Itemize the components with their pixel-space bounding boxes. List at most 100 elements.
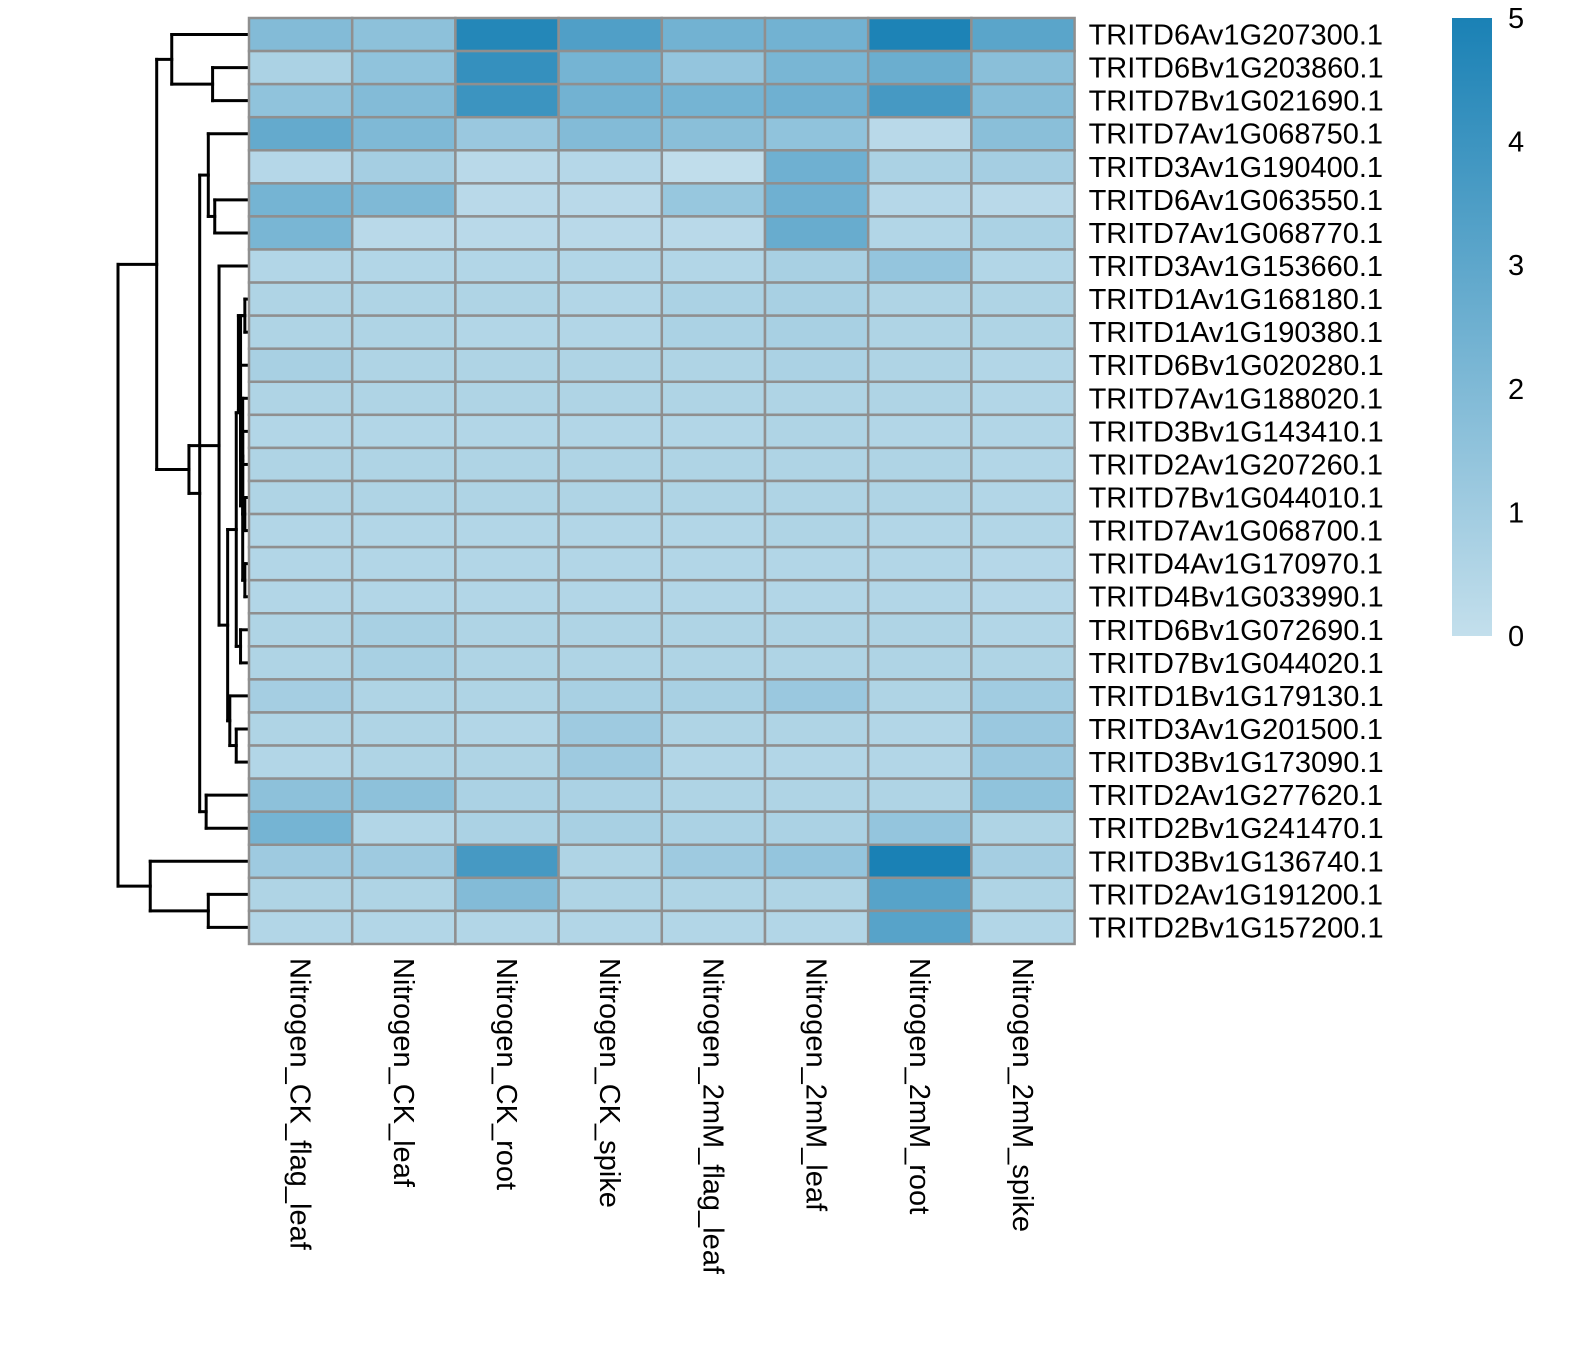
heatmap-cell <box>454 777 560 813</box>
row-label: TRITD3Av1G190400.1 <box>1089 152 1383 184</box>
heatmap-cell <box>350 380 457 417</box>
heatmap-cell <box>247 843 354 880</box>
heatmap-cell <box>660 711 767 747</box>
row-label: TRITD2Av1G191200.1 <box>1089 879 1383 911</box>
heatmap-cell <box>660 281 767 317</box>
heatmap-cell <box>247 314 354 350</box>
heatmap-cell <box>763 380 870 417</box>
heatmap-cell <box>454 843 560 880</box>
row-label: TRITD2Av1G207260.1 <box>1089 449 1383 481</box>
heatmap-cell <box>763 82 870 119</box>
heatmap-cell <box>454 876 560 913</box>
heatmap-cell <box>866 545 973 582</box>
heatmap-cell <box>350 876 457 913</box>
heatmap-cell <box>454 744 560 780</box>
heatmap-cell <box>247 678 354 714</box>
legend-tick-label: 3 <box>1508 250 1524 282</box>
heatmap-cell <box>454 82 560 119</box>
heatmap-cell <box>454 711 560 747</box>
heatmap-cell <box>866 612 973 648</box>
heatmap-cell <box>454 512 560 549</box>
column-label: Nitrogen_2mM_root <box>903 958 935 1214</box>
column-label: Nitrogen_CK_spike <box>593 958 625 1208</box>
heatmap-cell <box>350 413 457 450</box>
heatmap-cell <box>454 16 560 53</box>
heatmap-cell <box>350 578 457 615</box>
heatmap-cell <box>660 49 767 86</box>
heatmap-cell <box>557 248 664 284</box>
heatmap-cell <box>660 578 767 615</box>
heatmap-cell <box>866 578 973 615</box>
column-label: Nitrogen_2mM_flag_leaf <box>696 958 728 1275</box>
heatmap-cell <box>763 578 870 615</box>
heatmap-cell <box>660 512 767 549</box>
heatmap-cell <box>866 711 973 747</box>
heatmap-cell <box>247 115 354 152</box>
heatmap-cell <box>763 876 870 913</box>
heatmap-cell <box>970 281 1076 317</box>
heatmap-cell <box>454 115 560 152</box>
legend-tick-label: 2 <box>1508 374 1524 406</box>
heatmap-cell <box>660 347 767 384</box>
heatmap-cell <box>247 16 354 53</box>
heatmap-cell <box>970 380 1076 417</box>
heatmap-cells <box>247 16 1076 946</box>
heatmap-cell <box>763 49 870 86</box>
heatmap-cell <box>454 149 560 185</box>
row-label: TRITD6Av1G063550.1 <box>1089 185 1383 217</box>
heatmap-cell <box>350 545 457 582</box>
heatmap-cell <box>557 843 664 880</box>
column-labels: Nitrogen_CK_flag_leaf Nitrogen_CK_leaf Nit… <box>284 958 1038 1275</box>
heatmap-cell <box>866 314 973 350</box>
heatmap-cell <box>866 479 973 516</box>
heatmap-cell <box>454 909 560 946</box>
heatmap-cell <box>247 479 354 516</box>
heatmap-cell <box>247 876 354 913</box>
row-label: TRITD6Av1G207300.1 <box>1089 20 1383 52</box>
heatmap-cell <box>454 479 560 516</box>
heatmap-cell <box>660 545 767 582</box>
heatmap-cell <box>350 16 457 53</box>
heatmap-cell <box>247 82 354 119</box>
heatmap-cell <box>350 446 457 483</box>
heatmap-cell <box>557 115 664 152</box>
heatmap-cell <box>454 248 560 284</box>
heatmap-cell <box>866 215 973 251</box>
heatmap-cell <box>763 347 870 384</box>
heatmap-cell <box>660 380 767 417</box>
row-label: TRITD7Av1G068700.1 <box>1089 516 1383 548</box>
heatmap-cell <box>763 281 870 317</box>
heatmap-cell <box>247 215 354 251</box>
heatmap-cell <box>247 645 354 681</box>
column-label: Nitrogen_2mM_spike <box>1006 958 1038 1232</box>
row-label: TRITD7Av1G068770.1 <box>1089 218 1383 250</box>
heatmap-cell <box>970 182 1076 218</box>
heatmap-cell <box>970 678 1076 714</box>
heatmap-cell <box>557 347 664 384</box>
heatmap-cell <box>866 777 973 813</box>
heatmap-cell <box>454 612 560 648</box>
heatmap-cell <box>660 843 767 880</box>
heatmap-cell <box>247 347 354 384</box>
heatmap-cell <box>557 876 664 913</box>
row-label: TRITD2Bv1G157200.1 <box>1089 912 1384 944</box>
row-label: TRITD2Bv1G241470.1 <box>1089 813 1384 845</box>
heatmap-cell <box>557 810 664 846</box>
heatmap-cell <box>350 512 457 549</box>
heatmap-cell <box>970 744 1076 780</box>
row-label: TRITD1Bv1G179130.1 <box>1089 681 1384 713</box>
heatmap-cell <box>247 248 354 284</box>
heatmap-cell <box>350 347 457 384</box>
heatmap-cell <box>660 314 767 350</box>
heatmap-cell <box>866 347 973 384</box>
heatmap-cell <box>866 16 973 53</box>
heatmap-cell <box>557 744 664 780</box>
heatmap-cell <box>247 149 354 185</box>
row-label: TRITD6Bv1G203860.1 <box>1089 53 1384 85</box>
heatmap-cell <box>247 545 354 582</box>
heatmap-cell <box>970 545 1076 582</box>
heatmap-cell <box>866 645 973 681</box>
heatmap-cell <box>350 843 457 880</box>
heatmap-cell <box>557 49 664 86</box>
